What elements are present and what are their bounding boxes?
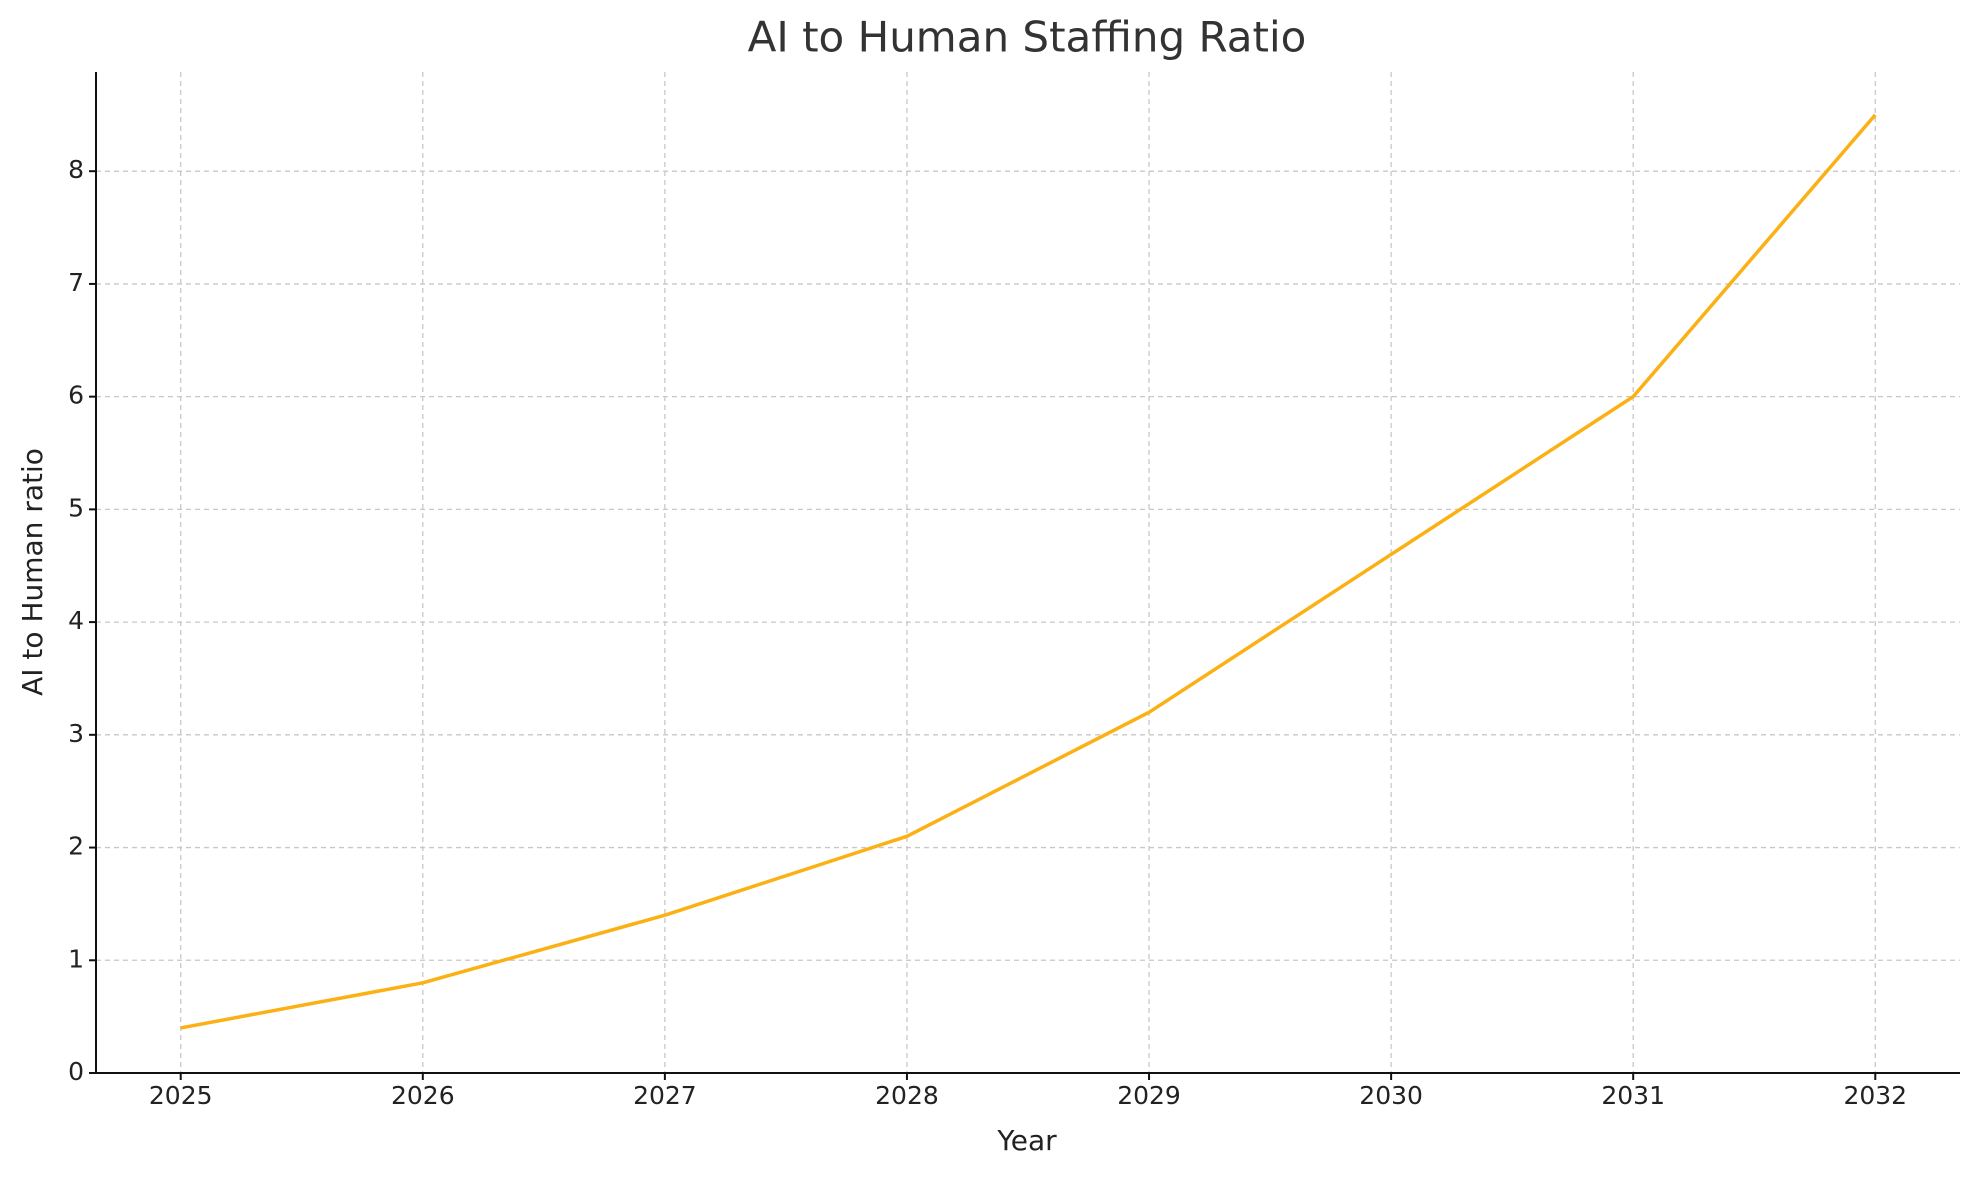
- y-tick-label: 1: [68, 944, 84, 973]
- x-tick-label: 2030: [1359, 1081, 1423, 1110]
- y-tick-label: 8: [68, 155, 84, 184]
- data-line: [180, 113, 1877, 1030]
- y-tick-label: 5: [68, 493, 84, 522]
- y-axis-label: AI to Human ratio: [16, 448, 49, 696]
- chart-title: AI to Human Staffing Ratio: [748, 13, 1307, 62]
- x-tick-label: 2029: [1117, 1081, 1181, 1110]
- y-tick-label: 7: [68, 268, 84, 297]
- x-tick-label: 2031: [1601, 1081, 1665, 1110]
- y-tick-label: 4: [68, 606, 84, 635]
- x-tick-label: 2025: [149, 1081, 213, 1110]
- y-tick-label: 0: [68, 1057, 84, 1086]
- x-tick-label: 2027: [633, 1081, 697, 1110]
- x-tick-label: 2026: [391, 1081, 455, 1110]
- x-tick-label: 2032: [1843, 1081, 1907, 1110]
- y-tick-label: 2: [68, 832, 84, 861]
- y-tick-label: 3: [68, 719, 84, 748]
- x-axis-label: Year: [996, 1124, 1057, 1157]
- x-tick-label: 2028: [875, 1081, 939, 1110]
- y-tick-label: 6: [68, 381, 84, 410]
